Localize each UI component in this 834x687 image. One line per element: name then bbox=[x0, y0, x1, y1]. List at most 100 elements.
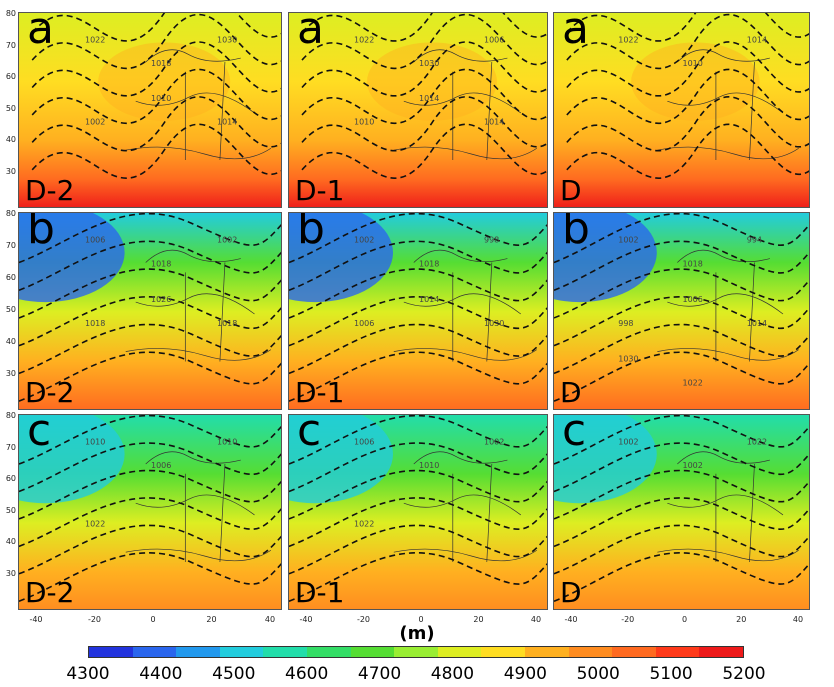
contour-label: 1018 bbox=[683, 259, 703, 268]
low-height-region bbox=[289, 415, 393, 504]
height-shading bbox=[19, 13, 281, 207]
x-tick-label: -40 bbox=[29, 615, 43, 624]
isobar-contour bbox=[301, 41, 547, 97]
x-tick-label: 40 bbox=[264, 615, 276, 624]
isobar-contour bbox=[289, 323, 547, 375]
height-field: 1002 1018 998 1006 1014 1030 bbox=[289, 213, 547, 409]
height-field: 1022 1030 1006 1010 1014 1014 bbox=[289, 13, 547, 207]
row-letter-label: a bbox=[297, 12, 324, 54]
ridge-region bbox=[98, 42, 231, 121]
height-field: 1022 1018 1030 1002 1010 1014 bbox=[19, 13, 281, 207]
isobar-contour bbox=[289, 213, 547, 264]
isobar-contour bbox=[554, 552, 809, 602]
contour-label: 1018 bbox=[85, 319, 105, 328]
colorbar-tick-label: 4600 bbox=[285, 664, 329, 684]
low-height-region bbox=[19, 415, 125, 504]
day-label: D bbox=[560, 376, 582, 409]
colorbar-segment bbox=[655, 647, 700, 657]
isobar-contour bbox=[31, 96, 281, 152]
map-panel: 1006 1010 1002 1022 c D-1 bbox=[288, 414, 548, 610]
contour-label: 1022 bbox=[683, 378, 703, 387]
y-tick-label: 30 bbox=[5, 167, 16, 177]
isobar-contour bbox=[554, 351, 809, 402]
isobar-contour bbox=[289, 552, 547, 602]
coastline bbox=[125, 49, 272, 161]
isobar-contour bbox=[289, 442, 547, 493]
contour-label: 1018 bbox=[419, 259, 439, 268]
isobar-contour bbox=[289, 524, 547, 575]
contour-label: 1018 bbox=[151, 59, 171, 68]
isobar-contour bbox=[31, 68, 281, 125]
y-tick-label: 60 bbox=[5, 474, 16, 484]
height-field: 1006 1010 1002 1022 bbox=[289, 415, 547, 609]
y-tick-label: 80 bbox=[5, 9, 16, 18]
isobar-contour bbox=[566, 68, 809, 125]
x-tick-label: 40 bbox=[530, 615, 542, 624]
x-tick-label: -40 bbox=[299, 615, 313, 624]
coastline bbox=[657, 451, 799, 563]
contour-label: 1014 bbox=[419, 94, 439, 103]
isobar-contour bbox=[554, 323, 809, 375]
contour-label: 1022 bbox=[85, 520, 105, 529]
colorbar-tick-label: 4800 bbox=[430, 664, 475, 684]
colorbar-segment bbox=[89, 647, 133, 657]
coastline bbox=[125, 451, 272, 563]
contour-label: 1030 bbox=[484, 319, 504, 328]
colorbar-segment bbox=[263, 647, 307, 657]
contour-label: 1030 bbox=[419, 59, 439, 68]
y-tick-label: 40 bbox=[5, 537, 16, 547]
colorbar-tick-label: 4300 bbox=[66, 664, 110, 684]
contour-label: 1018 bbox=[217, 319, 237, 328]
contour-label: 1014 bbox=[747, 35, 767, 44]
contour-label: 1026 bbox=[151, 295, 171, 304]
x-tick-label: -20 bbox=[87, 615, 102, 624]
isobar-contour bbox=[554, 213, 809, 264]
isobar-contour bbox=[554, 268, 809, 319]
y-tick-label: 30 bbox=[5, 569, 16, 579]
y-tick-label: 30 bbox=[5, 368, 16, 378]
isobar-contour bbox=[554, 442, 809, 493]
colorbar-segment bbox=[481, 647, 525, 657]
height-shading bbox=[554, 13, 809, 207]
colorbar-tick-label: 4500 bbox=[212, 664, 256, 684]
x-tick-label: 0 bbox=[418, 615, 424, 624]
coastline bbox=[125, 249, 272, 362]
day-label: D bbox=[560, 576, 582, 609]
x-tick-label: -20 bbox=[356, 615, 371, 624]
isobar-contour bbox=[566, 123, 809, 179]
isobar-contour bbox=[301, 68, 547, 125]
colorbar-segment bbox=[132, 647, 177, 657]
colorbar-tick-label: 5000 bbox=[576, 664, 620, 684]
colorbar-segment bbox=[219, 647, 264, 657]
row-letter-label: b bbox=[27, 212, 55, 254]
colorbar-segment bbox=[350, 647, 395, 657]
contour-label: 1022 bbox=[354, 520, 374, 529]
colorbar-segment bbox=[437, 647, 482, 657]
isobar-contour bbox=[301, 123, 547, 179]
ridge-region bbox=[631, 42, 760, 121]
x-tick-label: 0 bbox=[150, 615, 156, 624]
isobar-contour bbox=[289, 296, 547, 347]
row-letter-label: a bbox=[562, 12, 589, 54]
map-panel: 1022 1010 1014 a D bbox=[553, 12, 810, 208]
day-label: D bbox=[560, 174, 582, 207]
contour-label: 1006 bbox=[85, 236, 105, 245]
day-label: D-2 bbox=[25, 376, 75, 409]
ridge-region bbox=[367, 42, 497, 121]
contour-label: 1010 bbox=[217, 437, 237, 446]
contour-label: 1002 bbox=[618, 236, 638, 245]
contour-label: 1002 bbox=[85, 118, 105, 127]
x-tick-label: 0 bbox=[681, 615, 688, 624]
y-tick-label: 50 bbox=[5, 505, 16, 515]
contour-label: 1006 bbox=[683, 295, 703, 304]
contour-label: 1002 bbox=[618, 437, 638, 446]
coastline bbox=[657, 49, 799, 161]
map-panel: 1022 1018 1030 1002 1010 1014 a D-2 bbox=[18, 12, 282, 208]
isobar-contour bbox=[301, 96, 547, 152]
contour-label: 1022 bbox=[85, 35, 105, 44]
colorbar-unit-label: (m) bbox=[399, 623, 435, 644]
y-tick-label: 80 bbox=[5, 209, 16, 218]
colorbar-segment bbox=[612, 647, 656, 657]
contour-label: 1022 bbox=[618, 35, 638, 44]
x-tick-label: 40 bbox=[792, 615, 804, 624]
